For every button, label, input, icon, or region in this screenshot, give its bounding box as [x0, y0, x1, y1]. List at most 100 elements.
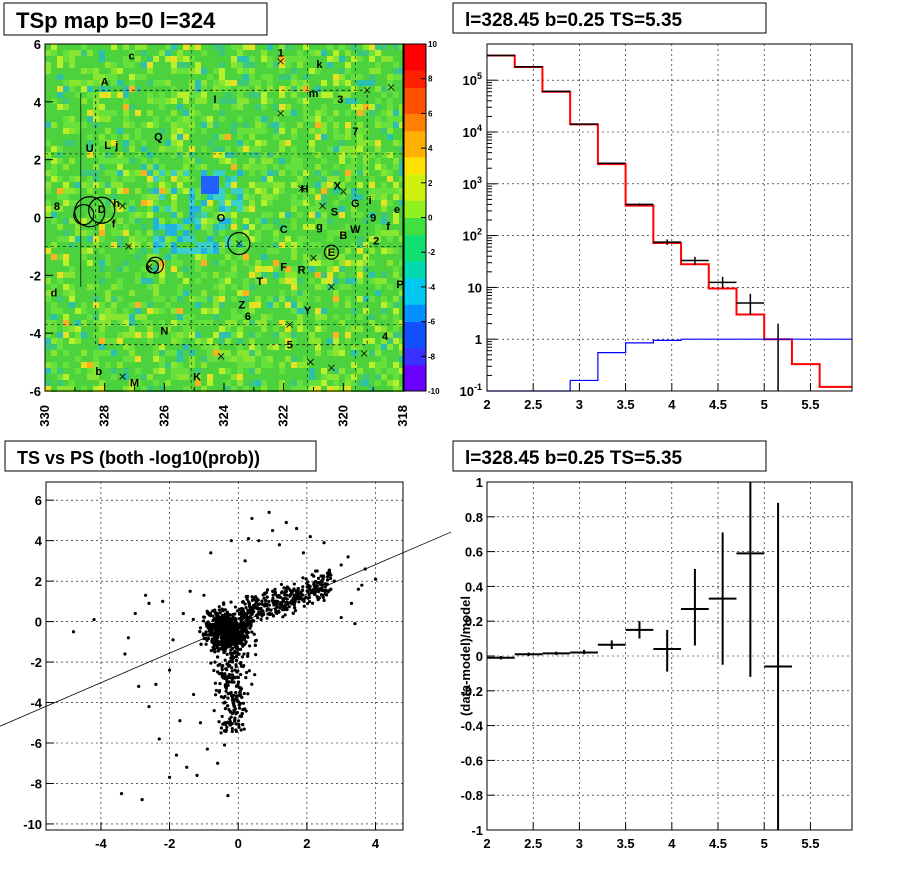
heatmap-cell	[141, 116, 147, 122]
heatmap-cell	[237, 86, 243, 92]
heatmap-cell	[129, 116, 135, 122]
heatmap-cell	[297, 362, 303, 368]
heatmap-cell	[99, 182, 105, 188]
heatmap-cell	[117, 158, 123, 164]
heatmap-cell	[303, 206, 309, 212]
heatmap-cell	[321, 350, 327, 356]
heatmap-cell	[213, 74, 219, 80]
heatmap-cell	[339, 104, 345, 110]
heatmap-cell	[171, 344, 177, 350]
heatmap-cell	[381, 242, 387, 248]
scatter-point	[257, 602, 262, 606]
heatmap-cell	[105, 368, 111, 374]
heatmap-cell	[87, 98, 93, 104]
scatter-point	[223, 608, 227, 612]
scatter-point	[237, 725, 241, 729]
heatmap-cell	[225, 116, 231, 122]
scatter-point	[230, 669, 234, 673]
heatmap-cell	[69, 260, 75, 266]
heatmap-cell	[249, 260, 255, 266]
heatmap-cell	[165, 80, 171, 86]
heatmap-cell	[153, 296, 159, 302]
source-label: f	[386, 221, 390, 233]
heatmap-cell	[99, 86, 105, 92]
heatmap-cell	[333, 296, 339, 302]
heatmap-cell	[261, 386, 267, 392]
heatmap-cell	[171, 146, 177, 152]
heatmap-cell	[279, 296, 285, 302]
heatmap-cell	[309, 182, 315, 188]
heatmap-cell	[393, 182, 399, 188]
heatmap-cell	[45, 140, 51, 146]
heatmap-cell	[219, 194, 225, 200]
heatmap-cell	[69, 362, 75, 368]
heatmap-cell	[189, 140, 195, 146]
heatmap-cell	[297, 50, 303, 56]
heatmap-cell	[321, 146, 327, 152]
scatter-point	[325, 578, 330, 582]
heatmap-cell	[219, 386, 225, 392]
heatmap-cell	[261, 242, 267, 248]
heatmap-cell	[363, 284, 369, 290]
heatmap-cell	[171, 386, 177, 392]
heatmap-cell	[183, 206, 189, 212]
heatmap-cell	[93, 326, 99, 332]
heatmap-cell	[297, 200, 303, 206]
heatmap-cell	[393, 170, 399, 176]
heatmap-cell	[333, 194, 339, 200]
heatmap-cell	[141, 260, 147, 266]
heatmap-cell	[69, 176, 75, 182]
heatmap-cell	[243, 350, 249, 356]
roi-box	[95, 89, 368, 346]
heatmap-cell	[195, 230, 201, 236]
heatmap-cell	[339, 110, 345, 116]
heatmap-cell	[123, 320, 129, 326]
heatmap-cell	[213, 338, 219, 344]
heatmap-cell	[303, 62, 309, 68]
heatmap-cell	[285, 170, 291, 176]
heatmap-cell	[141, 332, 147, 338]
heatmap-cell	[117, 182, 123, 188]
heatmap-cell	[399, 110, 405, 116]
heatmap-cell	[207, 242, 213, 248]
heatmap-cell	[387, 134, 393, 140]
heatmap-cell	[315, 56, 321, 62]
heatmap-cell	[393, 218, 399, 224]
heatmap-cell	[207, 68, 213, 74]
heatmap-cell	[165, 68, 171, 74]
heatmap-cell	[99, 332, 105, 338]
source-label: 3	[337, 94, 343, 106]
heatmap-cell	[93, 380, 99, 386]
heatmap-cell	[327, 338, 333, 344]
heatmap-cell	[117, 134, 123, 140]
heatmap-cell	[159, 338, 165, 344]
heatmap-cell	[321, 260, 327, 266]
heatmap-cell	[93, 338, 99, 344]
heatmap-cell	[387, 122, 393, 128]
heatmap-cell	[189, 308, 195, 314]
heatmap-cell	[285, 332, 291, 338]
heatmap-cell	[261, 140, 267, 146]
source-label: I	[214, 94, 217, 106]
heatmap-cell	[243, 116, 249, 122]
heatmap-cell	[219, 104, 225, 110]
heatmap-cell	[87, 350, 93, 356]
heatmap-cell	[369, 188, 375, 194]
heatmap-cell	[399, 176, 405, 182]
heatmap-cell	[285, 128, 291, 134]
heatmap-cell	[393, 248, 399, 254]
heatmap-cell	[363, 128, 369, 134]
heatmap-cell	[183, 200, 189, 206]
heatmap-cell	[147, 110, 153, 116]
heatmap-cell	[399, 158, 405, 164]
heatmap-cell	[69, 164, 75, 170]
heatmap-cell	[69, 344, 75, 350]
scatter-point	[218, 662, 222, 666]
heatmap-cell	[57, 98, 63, 104]
heatmap-cell	[225, 80, 231, 86]
heatmap-cell	[261, 206, 267, 212]
heatmap-cell	[117, 236, 123, 242]
heatmap-cell	[51, 206, 57, 212]
heatmap-cell	[213, 350, 219, 356]
colorbar-cell	[404, 260, 426, 271]
